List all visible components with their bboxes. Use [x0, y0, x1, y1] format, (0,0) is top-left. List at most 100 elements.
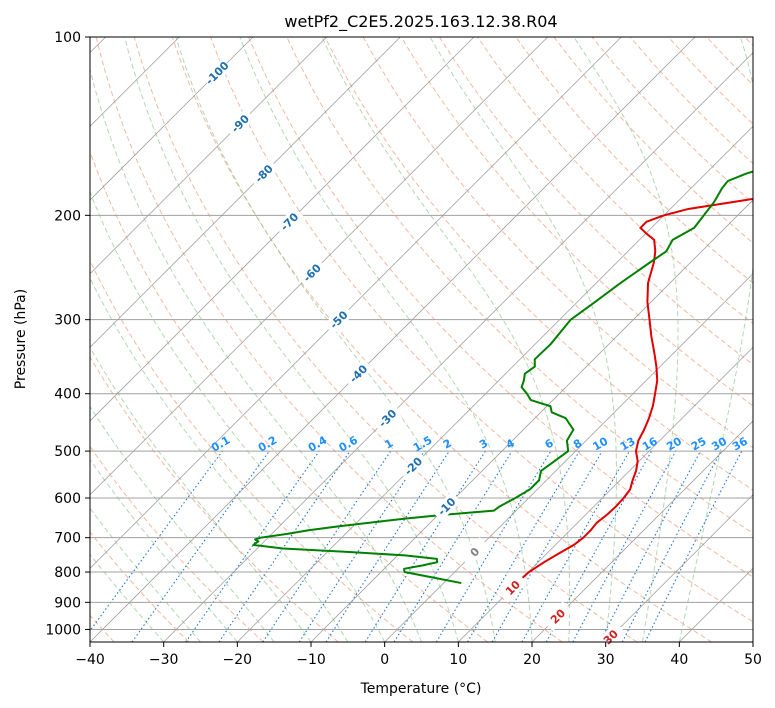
y-tick-label: 500 [54, 444, 81, 460]
dry-adiabat [248, 37, 753, 578]
isotherm-label-bg [297, 257, 327, 288]
x-tick-label: 20 [523, 652, 541, 668]
y-tick-label: 400 [54, 387, 81, 403]
skewed-isotherm [90, 37, 548, 496]
dry-adiabat [668, 37, 753, 125]
mixing-ratio-line [218, 450, 351, 642]
mixing-ratio-label: 6 [543, 436, 556, 451]
mixing-ratio-label: 2 [441, 437, 454, 452]
skewed-isotherm [90, 37, 327, 275]
mixing-ratio-line [621, 450, 722, 642]
moist-adiabat [678, 37, 753, 642]
y-tick-label: 600 [54, 491, 81, 507]
chart-title: wetPf2_C2E5.2025.163.12.38.R04 [284, 12, 557, 32]
moist-adiabat [429, 37, 617, 642]
x-tick-label: −10 [296, 652, 326, 668]
skewed-isotherm [531, 420, 753, 642]
isotherm-label-bg [343, 358, 374, 389]
x-tick-label: 30 [597, 652, 615, 668]
dry-adiabat [95, 37, 563, 642]
dry-adiabat [591, 37, 753, 204]
mixing-ratio-line [435, 450, 552, 642]
skewed-isotherm [752, 641, 753, 642]
moist-adiabat [90, 67, 422, 642]
skewed-isotherm [384, 273, 753, 642]
mixing-ratio-line [521, 450, 630, 642]
dry-adiabat [400, 37, 753, 407]
y-tick-label: 800 [54, 565, 81, 581]
skewed-isotherm [605, 494, 753, 642]
moist-adiabat [90, 190, 386, 642]
isotherm-label-bg [248, 158, 279, 189]
moist-adiabat [321, 37, 571, 642]
y-tick-label: 1000 [45, 622, 81, 638]
skewed-isotherm [90, 37, 475, 422]
y-tick-label: 900 [54, 595, 81, 611]
y-tick-label: 300 [54, 313, 81, 329]
moist-adiabat [573, 37, 679, 642]
dry-adiabat [171, 37, 712, 642]
mixing-ratio-line [131, 450, 270, 642]
x-tick-label: −40 [75, 652, 105, 668]
dry-adiabat [439, 37, 753, 366]
moist-adiabat [124, 37, 459, 642]
moist-adiabat [175, 37, 496, 642]
isotherm-label-bg [398, 451, 429, 481]
x-tick-label: 40 [670, 652, 688, 668]
dry-adiabat [210, 37, 753, 623]
y-tick-label: 200 [54, 208, 81, 224]
x-axis-title: Temperature (°C) [360, 681, 482, 697]
skewed-isotherm [90, 37, 622, 569]
dewpoint-profile-line [252, 170, 753, 585]
x-tick-label: −20 [223, 652, 253, 668]
plot-frame [89, 36, 754, 643]
isotherm-label-bg [497, 572, 528, 603]
y-tick-label: 100 [54, 30, 81, 46]
skewed-isotherm [90, 37, 696, 642]
mixing-ratio-line [90, 450, 223, 632]
skewed-isotherm [458, 346, 753, 642]
skewed-isotherm [163, 52, 753, 642]
temperature-profile-line [515, 197, 753, 584]
dry-adiabat [706, 37, 753, 86]
mixing-ratio-line [393, 450, 513, 642]
moist-adiabat [90, 507, 201, 642]
moist-adiabat [90, 405, 275, 642]
skewed-isotherm [237, 125, 753, 642]
mixing-ratio-line [644, 450, 743, 642]
isotherm-label-bg [431, 491, 462, 522]
dry-adiabat [90, 356, 339, 642]
isotherm-label-bg [595, 622, 626, 652]
mixing-ratio-line [185, 450, 320, 642]
skewed-isotherm [90, 37, 254, 201]
dry-adiabat [515, 37, 753, 284]
isotherm-label: -100 [203, 59, 232, 88]
x-tick-label: 10 [449, 652, 467, 668]
dry-adiabat [133, 37, 638, 642]
isotherm-label-bg [372, 403, 403, 434]
y-axis-title: Pressure (hPa) [13, 289, 29, 389]
isotherm-label-bg [202, 58, 232, 88]
mixing-ratio-label: 4 [504, 436, 517, 451]
x-tick-label: −30 [149, 652, 179, 668]
dry-adiabat [90, 150, 488, 642]
mixing-ratio-line [599, 450, 702, 642]
mixing-ratio-line [298, 450, 425, 642]
mixing-ratio-line [262, 450, 392, 642]
moist-adiabat [239, 37, 533, 642]
dry-adiabat [90, 531, 190, 642]
dry-adiabat [90, 445, 264, 642]
isotherm-label-bg [225, 108, 255, 139]
skewed-isotherm [90, 37, 401, 348]
moist-adiabat [90, 346, 312, 642]
dry-adiabat [324, 37, 753, 491]
dry-adiabat [744, 37, 753, 47]
moist-adiabat [90, 458, 238, 642]
mixing-ratio-line [572, 450, 677, 642]
skewed-isotherm [310, 199, 753, 642]
mixing-ratio-line [325, 450, 450, 642]
isotherm-label-bg [274, 206, 305, 237]
x-tick-label: 50 [744, 652, 762, 668]
moist-adiabat [90, 277, 349, 642]
